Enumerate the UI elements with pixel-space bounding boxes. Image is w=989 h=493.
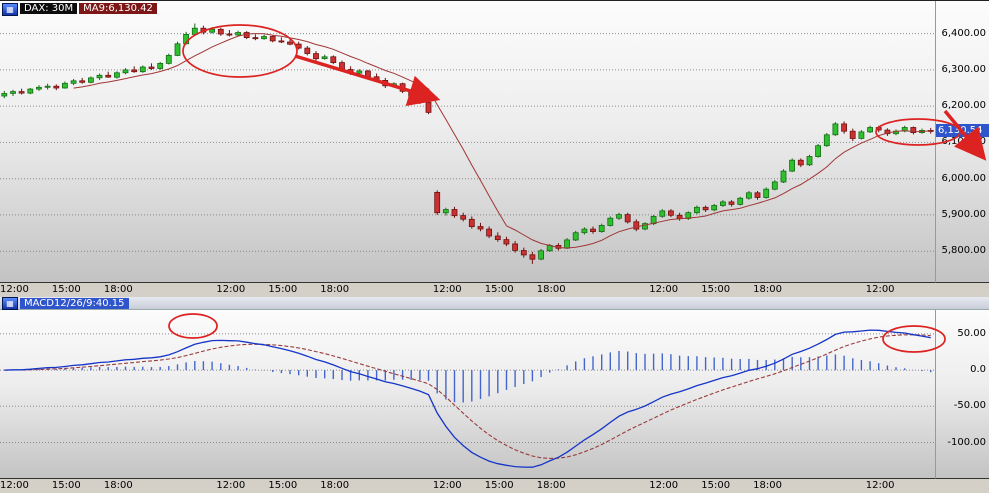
price-axis-label: 6,000.00 xyxy=(941,172,986,184)
macd-axis-label: 50.00 xyxy=(957,327,986,339)
time-tick-label: 18:00 xyxy=(536,480,566,491)
time-tick-label: 15:00 xyxy=(484,284,514,295)
candles-layer xyxy=(1,23,934,264)
price-axis: 6,130.54 6,400.00 6,300.00 6,200.00 6,100.0… xyxy=(935,1,989,283)
time-tick-label: 12:00 xyxy=(0,284,29,295)
time-tick-label: 12:00 xyxy=(432,284,462,295)
ma9-line xyxy=(73,33,931,249)
time-tick-label: 15:00 xyxy=(268,284,298,295)
time-tick-label: 15:00 xyxy=(484,480,514,491)
time-tick-label: 15:00 xyxy=(701,480,731,491)
macd-chart[interactable] xyxy=(0,310,935,479)
price-gridlines xyxy=(0,33,935,252)
time-tick-label: 15:00 xyxy=(268,480,298,491)
macd-gridlines xyxy=(0,333,935,443)
indicator-panel-icon[interactable]: ▦ xyxy=(2,296,18,310)
price-axis-label: 5,900.00 xyxy=(941,208,986,220)
last-price-tag: 6,130.54 xyxy=(936,124,989,138)
time-tick-label: 12:00 xyxy=(649,480,679,491)
time-tick-label: 12:00 xyxy=(0,480,29,491)
time-axis-bottom: 12:00 15:00 18:00 12:00 15:00 18:00 12:00 15:00… xyxy=(0,479,989,493)
time-tick-label: 18:00 xyxy=(103,284,133,295)
time-tick-label: 12:00 xyxy=(865,480,895,491)
macd-panel-titlebar: ▦ MACD12/26/9:40.15 xyxy=(0,296,989,310)
time-tick-label: 12:00 xyxy=(216,284,246,295)
candlestick-chart-canvas xyxy=(0,23,935,264)
time-tick-label: 18:00 xyxy=(320,284,350,295)
price-axis-label: 6,400.00 xyxy=(941,27,986,39)
macd-axis-label: -50.00 xyxy=(953,400,986,412)
time-tick-label: 12:00 xyxy=(216,480,246,491)
macd-axis-label: 0.0 xyxy=(970,364,986,376)
price-axis-label: 6,100.00 xyxy=(941,136,986,148)
ma-indicator-label[interactable]: MA9:6,130.42 xyxy=(79,3,157,14)
time-tick-label: 18:00 xyxy=(320,480,350,491)
time-tick-label: 12:00 xyxy=(865,284,895,295)
time-tick-label: 15:00 xyxy=(51,284,81,295)
time-tick-label: 18:00 xyxy=(753,284,782,295)
time-tick-label: 15:00 xyxy=(51,480,81,491)
time-tick-label: 18:00 xyxy=(103,480,133,491)
macd-panel: ▦ MACD12/26/9:40.15 50.00 0.0 -50.00 -100.0… xyxy=(0,296,989,493)
time-tick-label: 12:00 xyxy=(649,284,679,295)
symbol-timeframe-label[interactable]: DAX: 30M xyxy=(20,3,78,14)
price-axis-label: 6,200.00 xyxy=(941,100,986,112)
macd-axis-label: -100.00 xyxy=(947,436,986,448)
price-panel-titlebar: ▦ DAX: 30M MA9:6,130.42 xyxy=(2,3,157,16)
time-tick-label: 18:00 xyxy=(536,284,566,295)
time-tick-label: 18:00 xyxy=(753,480,782,491)
macd-chart-canvas xyxy=(0,329,935,468)
macd-indicator-label[interactable]: MACD12/26/9:40.15 xyxy=(20,297,129,309)
chart-panel-icon[interactable]: ▦ xyxy=(2,3,18,16)
macd-value-axis: 50.00 0.0 -50.00 -100.00 xyxy=(935,310,989,479)
price-axis-label: 5,800.00 xyxy=(941,245,986,257)
time-tick-label: 12:00 xyxy=(432,480,462,491)
price-panel: ▦ DAX: 30M MA9:6,130.42 6,130.54 6,400.0… xyxy=(0,1,989,297)
macd-line xyxy=(4,329,931,468)
signal-line xyxy=(4,334,931,459)
candlestick-chart[interactable]: ▦ DAX: 30M MA9:6,130.42 xyxy=(0,1,935,283)
time-axis-top: 12:00 15:00 18:00 12:00 15:00 18:00 12:00 15:00… xyxy=(0,283,989,297)
time-tick-label: 15:00 xyxy=(701,284,731,295)
price-axis-label: 6,300.00 xyxy=(941,63,986,75)
